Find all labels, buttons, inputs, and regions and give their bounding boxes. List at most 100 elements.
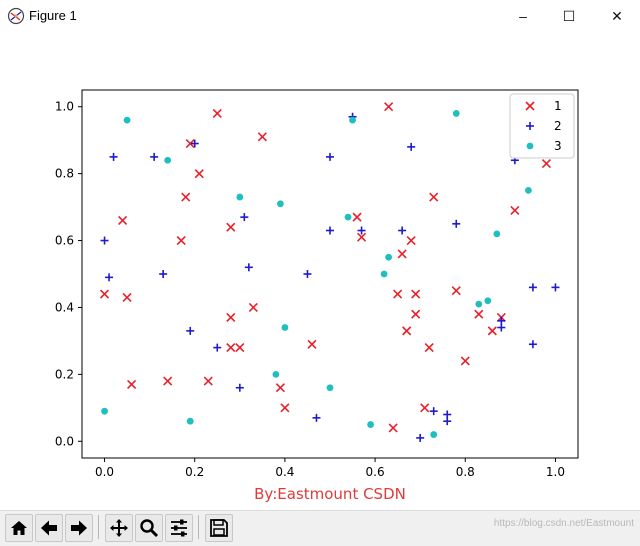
series-3-point bbox=[101, 407, 108, 415]
pan-icon bbox=[110, 519, 128, 537]
series-2-point bbox=[109, 152, 118, 161]
plot-frame bbox=[81, 89, 579, 459]
forward-button[interactable] bbox=[65, 514, 93, 542]
zoom-icon bbox=[140, 519, 159, 538]
y-tick-label: 0.4 bbox=[55, 300, 74, 314]
scatter-chart: 0.0 0.2 0.4 0.6 0.8 1.0 0.0 0.2 0.4 0.6 0.8 1.0 By… bbox=[55, 89, 579, 503]
home-button[interactable] bbox=[5, 514, 33, 542]
y-tick-label: 0.6 bbox=[55, 234, 74, 248]
series-2-point bbox=[551, 283, 560, 292]
maximize-button[interactable]: ☐ bbox=[546, 0, 592, 32]
zoom-button[interactable] bbox=[135, 514, 163, 542]
series-3-point bbox=[236, 193, 244, 201]
minimize-button[interactable]: – bbox=[500, 0, 546, 32]
x-tick-label: 0.2 bbox=[185, 465, 204, 479]
legend-marker-1 bbox=[525, 101, 535, 111]
series-1-point bbox=[163, 376, 173, 386]
series-2-point bbox=[429, 407, 438, 416]
series-1-point bbox=[510, 205, 520, 216]
series-2-point bbox=[150, 152, 159, 161]
series-1-point bbox=[122, 292, 132, 302]
series-1-point bbox=[176, 235, 186, 246]
window-titlebar: Figure 1 – ☐ ✕ bbox=[0, 0, 640, 32]
series-1-point bbox=[212, 108, 222, 118]
series-2-point bbox=[497, 316, 506, 325]
series-3-point bbox=[186, 417, 194, 425]
x-tick-label: 0.8 bbox=[456, 465, 475, 479]
series-1-point bbox=[127, 379, 137, 389]
y-tick-label: 0.2 bbox=[55, 367, 74, 381]
x-tick-label: 1.0 bbox=[546, 465, 565, 479]
series-1-point bbox=[118, 215, 128, 226]
legend-marker-2 bbox=[526, 122, 534, 130]
series-2-point bbox=[159, 270, 168, 278]
series-2-point bbox=[312, 413, 321, 422]
series-3-point bbox=[164, 156, 172, 164]
save-icon bbox=[210, 519, 228, 537]
window-title: Figure 1 bbox=[29, 8, 77, 23]
series-1-point bbox=[474, 309, 484, 319]
back-button[interactable] bbox=[35, 514, 63, 542]
series-1-point bbox=[352, 212, 362, 222]
series-1-point bbox=[275, 383, 285, 393]
series-1-point bbox=[411, 289, 421, 299]
series-1-point bbox=[356, 232, 367, 242]
save-button[interactable] bbox=[205, 514, 233, 542]
series-2-point bbox=[235, 383, 244, 392]
figure-canvas[interactable]: 0.0 0.2 0.4 0.6 0.8 1.0 0.0 0.2 0.4 0.6 0.8 1.0 By… bbox=[0, 32, 640, 510]
toolbar-separator bbox=[198, 515, 199, 539]
series-2-point bbox=[443, 417, 452, 426]
legend-label-2: 2 bbox=[554, 119, 562, 133]
x-tick-label: 0.6 bbox=[366, 465, 385, 479]
series-1-point bbox=[411, 309, 421, 319]
series-1-point bbox=[185, 138, 195, 149]
series-1-point bbox=[226, 312, 236, 323]
x-tick-label: 0.4 bbox=[275, 465, 294, 479]
series-1-point bbox=[397, 249, 407, 259]
series-1-point bbox=[194, 169, 204, 179]
series-2-point bbox=[528, 283, 537, 292]
series-3-point bbox=[430, 431, 438, 438]
series-3-point bbox=[484, 297, 492, 305]
series-1-point bbox=[226, 222, 236, 232]
series-1-point bbox=[280, 403, 290, 413]
toolbar-separator bbox=[98, 515, 99, 539]
series-1-point bbox=[307, 339, 317, 349]
series-3-point bbox=[385, 253, 393, 261]
series-2-point bbox=[407, 142, 416, 151]
series-2-point bbox=[452, 219, 461, 228]
series-3-point bbox=[452, 110, 460, 117]
minimize-icon: – bbox=[519, 8, 527, 24]
y-tick-label: 0.0 bbox=[55, 434, 74, 448]
series-1-point bbox=[384, 102, 394, 112]
series-2-point bbox=[416, 433, 425, 442]
series-1-point bbox=[406, 235, 416, 246]
legend-marker-3 bbox=[526, 142, 534, 150]
pan-button[interactable] bbox=[105, 514, 133, 542]
series-1-point bbox=[99, 289, 110, 299]
series-3-point bbox=[475, 300, 483, 308]
series-3-point bbox=[367, 421, 374, 428]
legend-box bbox=[509, 93, 575, 159]
author-label: By:Eastmount CSDN bbox=[254, 485, 406, 503]
series-2-point bbox=[443, 410, 452, 419]
series-1-point bbox=[203, 376, 213, 386]
series-1-point bbox=[235, 343, 245, 353]
series-2-point bbox=[186, 326, 195, 335]
series-1-point bbox=[226, 343, 236, 353]
series-2-point bbox=[303, 270, 312, 278]
series-3-point bbox=[277, 200, 284, 208]
close-button[interactable]: ✕ bbox=[594, 0, 640, 32]
series-1-point bbox=[487, 326, 497, 336]
x-axis: 0.0 0.2 0.4 0.6 0.8 1.0 bbox=[95, 458, 565, 479]
app-logo-icon bbox=[7, 7, 25, 25]
y-tick-label: 0.8 bbox=[55, 167, 74, 181]
series-2-point bbox=[326, 226, 334, 235]
navigation-toolbar bbox=[0, 510, 640, 546]
series-2-point bbox=[105, 273, 114, 282]
legend-label-3: 3 bbox=[554, 139, 562, 153]
close-icon: ✕ bbox=[611, 7, 623, 24]
series-1-point bbox=[429, 192, 439, 202]
y-axis: 0.0 0.2 0.4 0.6 0.8 1.0 bbox=[55, 100, 82, 448]
configure-subplots-button[interactable] bbox=[165, 514, 193, 542]
